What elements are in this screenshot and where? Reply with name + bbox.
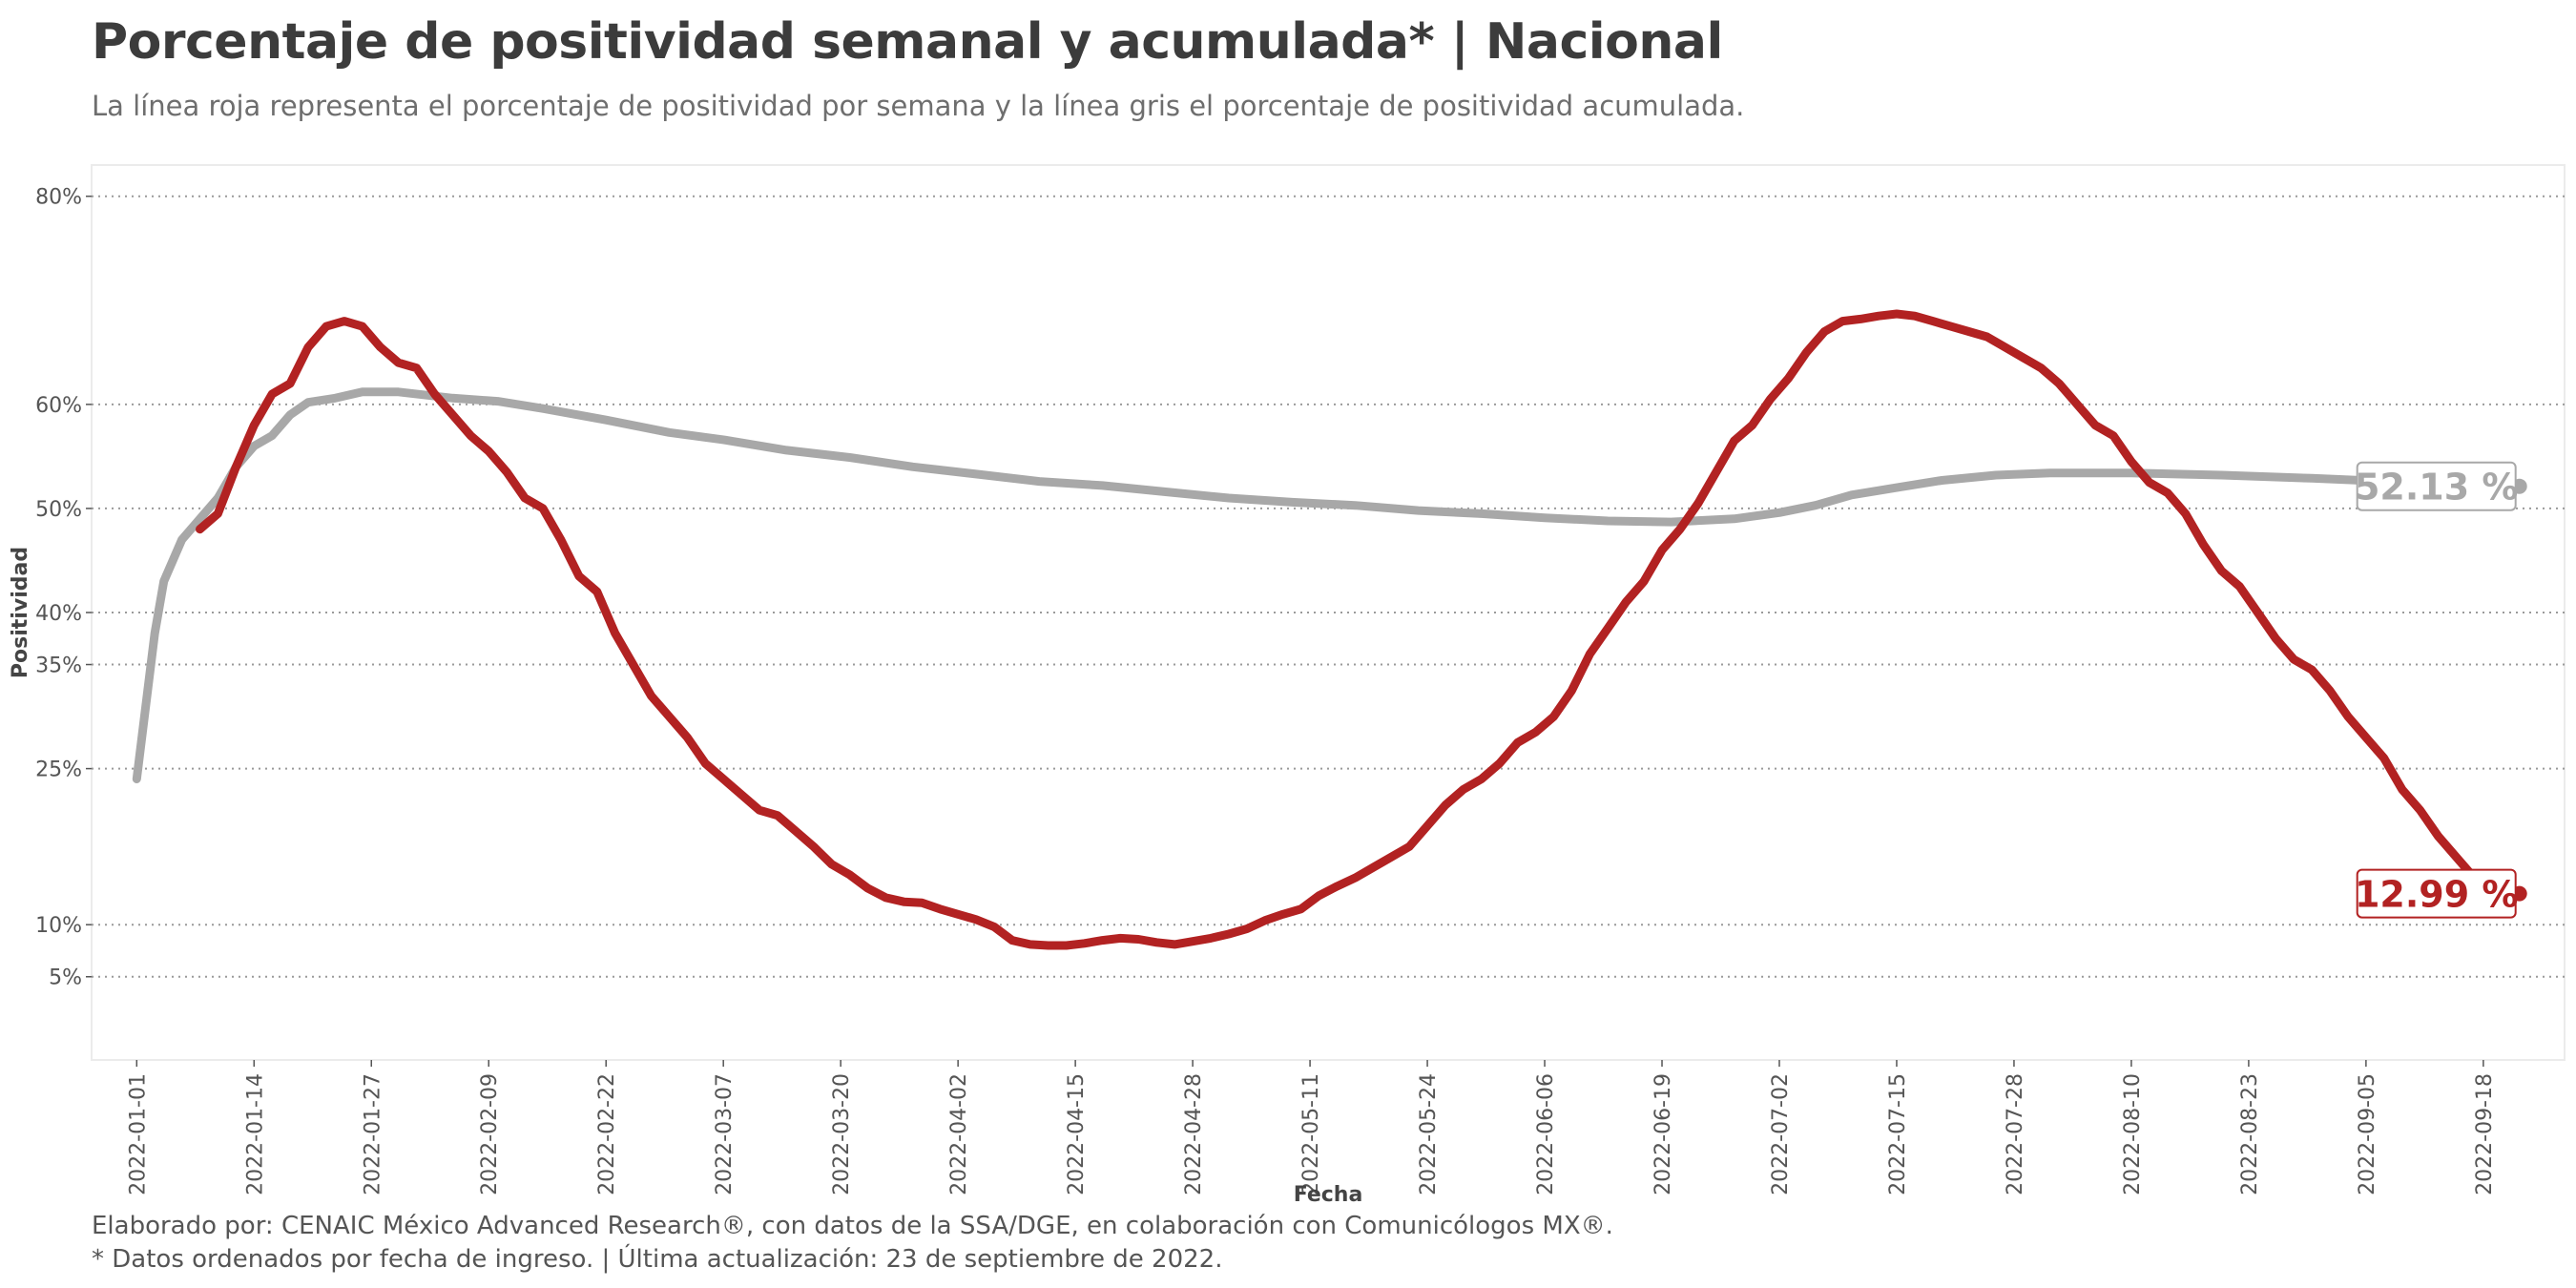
x-tick-label: 2022-09-05 xyxy=(2356,1073,2379,1195)
x-tick-label: 2022-01-27 xyxy=(361,1073,384,1195)
x-tick-label: 2022-07-02 xyxy=(1769,1073,1793,1195)
end-label-semanal: 12.99 % xyxy=(2355,868,2519,919)
x-tick-label: 2022-05-11 xyxy=(1299,1073,1323,1195)
y-tick-label: 25% xyxy=(35,758,82,782)
x-tick-label: 2022-04-15 xyxy=(1065,1073,1089,1195)
x-tick-label: 2022-01-14 xyxy=(243,1073,267,1195)
x-tick-label: 2022-07-28 xyxy=(2004,1073,2027,1195)
chart-subtitle: La línea roja representa el porcentaje d… xyxy=(92,90,1745,122)
end-label-text: 52.13 % xyxy=(2355,467,2519,509)
x-tick-label: 2022-03-20 xyxy=(830,1073,854,1195)
y-axis: 5% 10% 25% 35% 40% 50% 60% 80% xyxy=(35,186,92,990)
y-tick-label: 5% xyxy=(49,966,82,990)
end-label-box xyxy=(2356,461,2517,511)
x-tick-label: 2022-06-19 xyxy=(1652,1073,1675,1195)
y-tick-label: 35% xyxy=(35,654,82,678)
x-tick-label: 2022-07-15 xyxy=(1886,1073,1910,1195)
y-tick-label: 40% xyxy=(35,602,82,626)
series-line-acumulada xyxy=(132,387,2524,783)
x-tick-label: 2022-04-02 xyxy=(947,1073,971,1195)
x-axis: 2022-01-01 2022-01-14 2022-01-27 2022-02-09… xyxy=(126,1060,2497,1195)
x-tick-label: 2022-02-09 xyxy=(478,1073,502,1195)
end-labels: 52.13 % 12.99 % xyxy=(2355,461,2519,919)
x-tick-label: 2022-08-10 xyxy=(2121,1073,2145,1195)
series-line-semanal xyxy=(196,309,2524,950)
y-tick-label: 10% xyxy=(35,914,82,938)
y-tick-label: 50% xyxy=(35,498,82,522)
end-label-box xyxy=(2356,868,2517,919)
x-tick-label: 2022-02-22 xyxy=(595,1073,619,1195)
x-tick-label: 2022-08-23 xyxy=(2238,1073,2262,1195)
y-tick-label: 60% xyxy=(35,394,82,418)
footer-note: * Datos ordenados por fecha de ingreso. … xyxy=(92,1245,1223,1274)
footer-credit: Elaborado por: CENAIC México Advanced Re… xyxy=(92,1212,1613,1240)
y-tick-label: 80% xyxy=(35,186,82,210)
end-label-acumulada: 52.13 % xyxy=(2355,461,2519,511)
y-axis-title: Positividad xyxy=(9,547,32,678)
x-axis-title: Fecha xyxy=(1294,1183,1363,1207)
gridlines xyxy=(92,195,2565,978)
x-tick-label: 2022-05-24 xyxy=(1417,1073,1441,1195)
x-tick-label: 2022-09-18 xyxy=(2473,1073,2497,1195)
chart-title: Porcentaje de positividad semanal y acum… xyxy=(92,13,1723,71)
x-tick-label: 2022-06-06 xyxy=(1534,1073,1558,1195)
x-tick-label: 2022-04-28 xyxy=(1182,1073,1206,1195)
x-tick-label: 2022-01-01 xyxy=(126,1073,150,1195)
x-tick-label: 2022-03-07 xyxy=(713,1073,737,1195)
end-label-text: 12.99 % xyxy=(2355,874,2519,916)
